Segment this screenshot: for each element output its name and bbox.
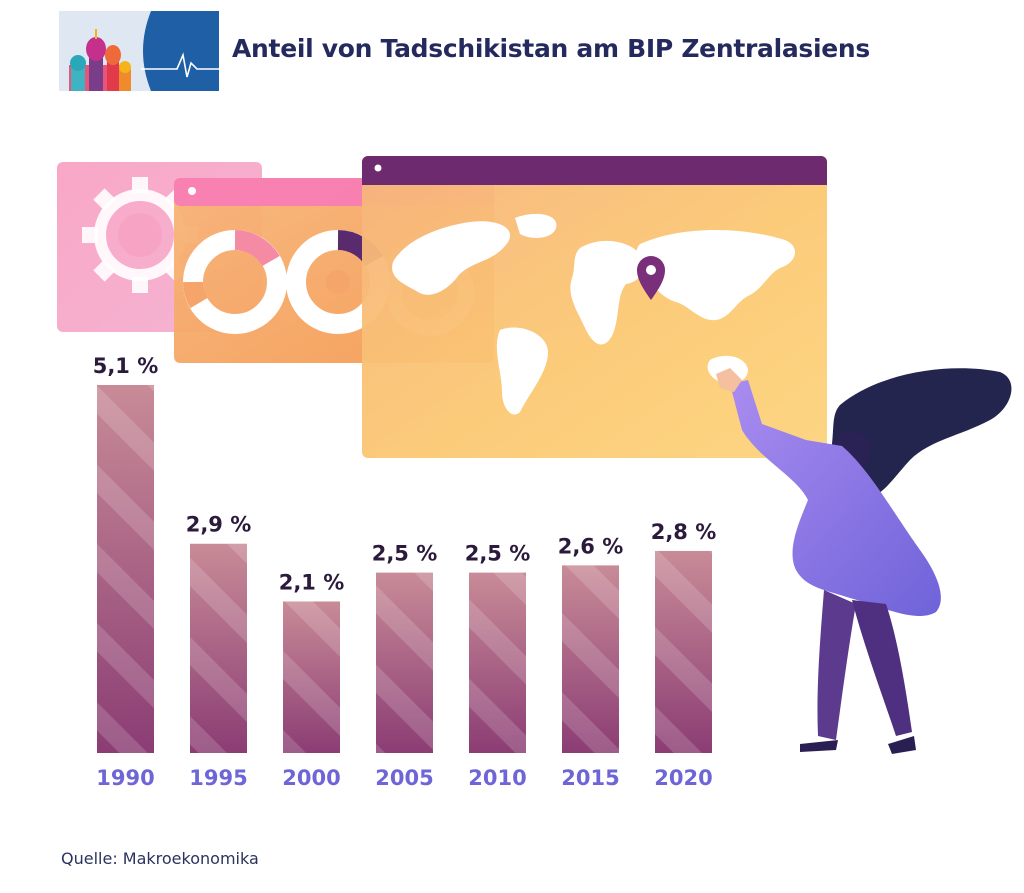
- world-map-icon: [392, 213, 796, 415]
- category-label-2000: 2000: [282, 766, 340, 790]
- category-label-2015: 2015: [561, 766, 619, 790]
- value-label-1995: 2,9 %: [186, 513, 252, 537]
- category-label-1990: 1990: [96, 766, 154, 790]
- woman-illustration: [716, 368, 1012, 754]
- bar-stripes-2010: [469, 572, 526, 753]
- category-label-2020: 2020: [654, 766, 712, 790]
- value-label-2020: 2,8 %: [651, 520, 717, 544]
- bar-stripes-2000: [283, 601, 340, 753]
- category-label-2005: 2005: [375, 766, 433, 790]
- value-label-2005: 2,5 %: [372, 542, 438, 566]
- value-label-1990: 5,1 %: [93, 354, 159, 378]
- bar-stripes-2015: [562, 565, 619, 753]
- bar-stripes-1990: [97, 385, 154, 753]
- page-title: Anteil von Tadschikistan am BIP Zentrala…: [232, 34, 870, 63]
- value-label-2015: 2,6 %: [558, 534, 624, 558]
- value-label-2000: 2,1 %: [279, 570, 345, 594]
- donut-chart-icon: [183, 230, 287, 334]
- value-label-2010: 2,5 %: [465, 542, 531, 566]
- category-label-1995: 1995: [189, 766, 247, 790]
- brand-logo: [59, 11, 219, 91]
- location-pin-icon: [637, 256, 665, 300]
- bar-stripes-1995: [190, 543, 247, 753]
- bar-stripes-2020: [655, 550, 712, 753]
- source-note: Quelle: Makroekonomika: [61, 849, 259, 868]
- category-label-2010: 2010: [468, 766, 526, 790]
- world-map-panel: [362, 156, 827, 458]
- bar-stripes-2005: [376, 572, 433, 753]
